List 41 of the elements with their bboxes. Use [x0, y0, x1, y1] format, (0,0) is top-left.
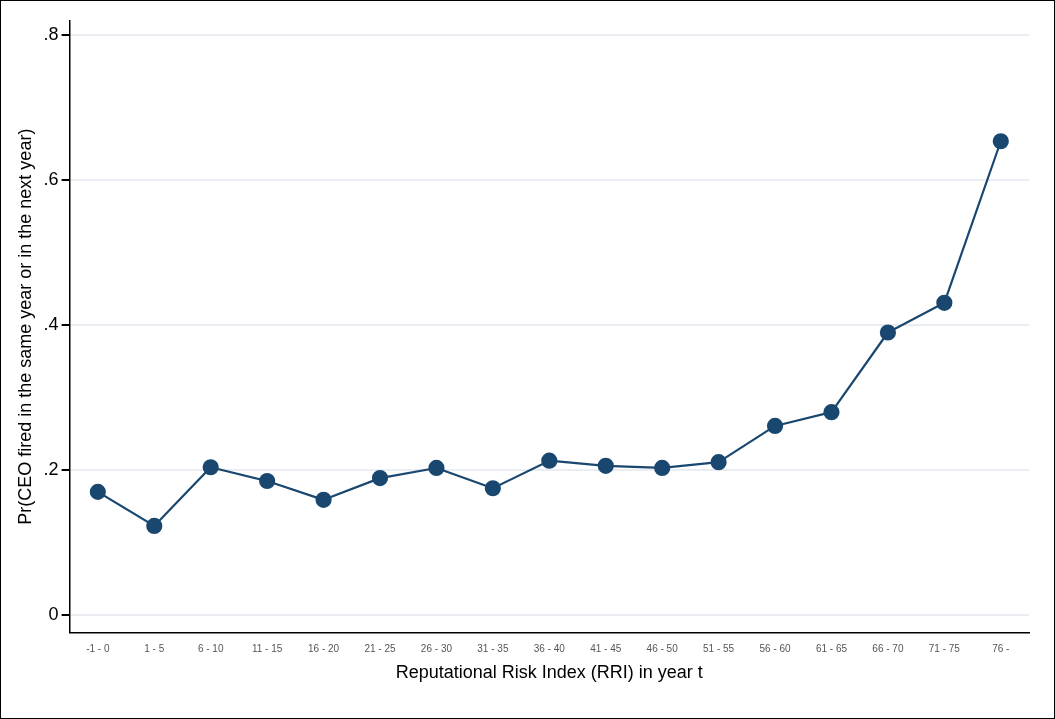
x-tick-label: 51 - 55 — [703, 643, 735, 655]
point — [597, 457, 614, 474]
x-tick-label: 16 - 20 — [308, 643, 340, 655]
point — [654, 459, 671, 477]
x-tick-label: 11 - 15 — [251, 643, 283, 655]
point — [710, 454, 727, 471]
y-tick-label: .2 — [43, 459, 59, 480]
point — [146, 517, 163, 535]
x-tick-label: 26 - 30 — [420, 643, 453, 655]
x-axis-title: Reputational Risk Index (RRI) in year t — [395, 662, 703, 683]
point — [936, 294, 953, 311]
x-tick-label: 31 - 35 — [477, 643, 509, 655]
x-tick-label: 61 - 65 — [815, 643, 848, 655]
x-tick-label: 56 - 60 — [759, 643, 792, 655]
x-tick-label: 6 - 10 — [197, 643, 224, 655]
x-tick-label: 76 - — [992, 643, 1010, 655]
x-tick-label: 46 - 50 — [646, 643, 679, 655]
point — [484, 480, 501, 497]
x-tick-label: 41 - 45 — [590, 643, 622, 655]
point — [259, 472, 276, 490]
point — [89, 483, 106, 500]
point — [315, 491, 332, 508]
point — [823, 404, 840, 421]
point — [428, 459, 445, 477]
point — [371, 470, 389, 487]
y-tick-label: .4 — [43, 314, 59, 335]
x-tick-label: -1 - 0 — [86, 643, 110, 655]
x-tick-label: 71 - 75 — [928, 643, 961, 655]
y-tick-label: 0 — [48, 603, 59, 624]
x-tick-label: 1 - 5 — [144, 643, 165, 655]
point — [879, 324, 897, 341]
y-axis-title: Pr(CEO fired in the same year or in the next year) — [14, 128, 35, 525]
point — [766, 417, 784, 435]
point — [202, 459, 219, 476]
x-tick-label: 21 - 25 — [364, 643, 396, 655]
y-tick-label: .6 — [43, 169, 59, 190]
point — [992, 133, 1009, 150]
y-tick-label: .8 — [43, 24, 59, 45]
point — [541, 452, 558, 469]
x-tick-label: 66 - 70 — [872, 643, 904, 655]
x-tick-label: 36 - 40 — [533, 643, 566, 655]
